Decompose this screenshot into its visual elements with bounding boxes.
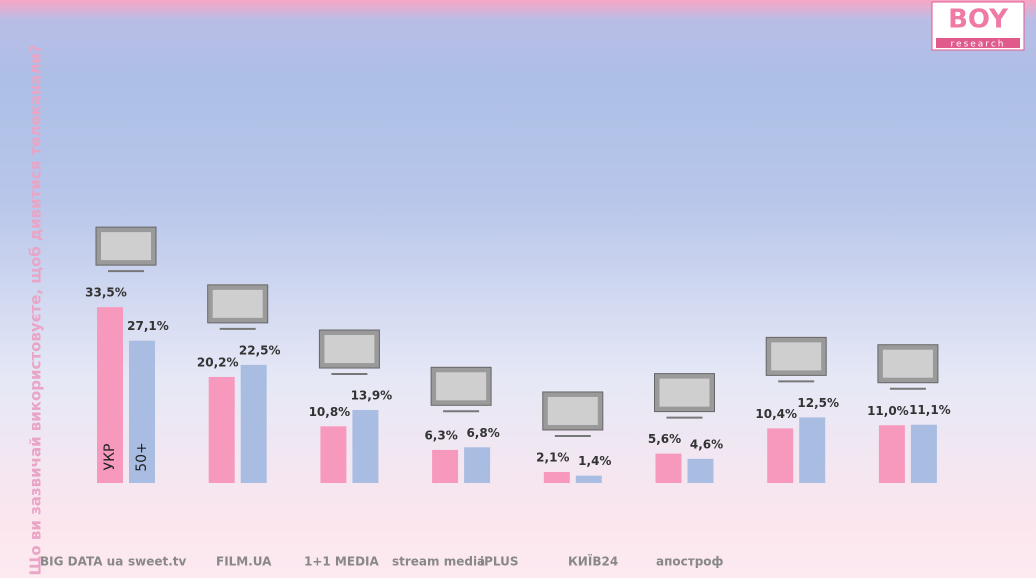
- brand-logo: BOY research: [931, 1, 1025, 51]
- partner-logo: КИЇВ24: [568, 554, 618, 569]
- value-label: 6,8%: [466, 426, 499, 440]
- bar: [910, 424, 937, 483]
- partner-logos: BIG DATA ua sweet.tv FILM.UA 1+1 MEDIA strea…: [40, 554, 724, 569]
- tv-screen: [324, 335, 375, 364]
- bar: [97, 307, 123, 483]
- bar: [320, 426, 347, 483]
- bar: [687, 458, 714, 483]
- value-label: 27,1%: [127, 319, 169, 333]
- bar: [129, 340, 155, 483]
- legend-label: УКР: [102, 444, 118, 471]
- tv-screen: [436, 372, 487, 401]
- tv-screen: [101, 232, 151, 261]
- bar: [799, 417, 826, 483]
- bar: [208, 376, 235, 483]
- partner-logo: апостроф: [656, 555, 724, 569]
- tv-screen: [547, 396, 598, 425]
- value-label: 10,4%: [755, 407, 797, 421]
- bar: [767, 428, 794, 483]
- value-label: 6,3%: [424, 428, 457, 442]
- tv-screen: [659, 378, 710, 407]
- bar: [575, 475, 602, 483]
- brand-name: BOY: [948, 5, 1009, 35]
- partner-logo: FILM.UA: [216, 555, 272, 569]
- bar: [240, 364, 267, 483]
- value-label: 10,8%: [309, 405, 351, 419]
- tv-screen: [771, 342, 822, 371]
- bar: [543, 471, 570, 483]
- chart-title: Що ви зазвичай використовуєте, щоб дивит…: [27, 44, 45, 575]
- brand-tagline: research: [951, 40, 1006, 50]
- value-label: 12,5%: [797, 396, 839, 410]
- icons: [95, 226, 939, 437]
- partner-logo: stream media: [392, 555, 485, 569]
- partner-logo: 1+1 MEDIA: [304, 555, 379, 569]
- value-label: 11,1%: [909, 403, 951, 417]
- bar: [655, 453, 682, 483]
- partner-logo: iPLUS: [480, 555, 519, 569]
- value-label: 11,0%: [867, 404, 909, 418]
- value-label: 33,5%: [85, 286, 127, 300]
- bar: [432, 449, 459, 483]
- value-label: 4,6%: [690, 437, 723, 451]
- value-label: 1,4%: [578, 454, 611, 468]
- partner-logo: BIG DATA ua: [40, 555, 123, 569]
- bars: 33,5% 20,2% 10,8% 6,3% 2,1% 5,6% 10,4% 11,0% УКР…: [85, 286, 951, 483]
- partner-logo: sweet.tv: [128, 555, 187, 569]
- tv-screen: [212, 289, 263, 318]
- bar: [878, 425, 905, 483]
- value-label: 5,6%: [648, 432, 681, 446]
- legend-label: 50+: [134, 442, 150, 472]
- bar: [464, 447, 491, 483]
- value-label: 22,5%: [239, 343, 281, 357]
- tv-screen: [882, 349, 933, 378]
- value-label: 2,1%: [536, 450, 569, 464]
- value-label: 13,9%: [351, 389, 393, 403]
- bar: [352, 410, 379, 483]
- value-label: 20,2%: [197, 355, 239, 369]
